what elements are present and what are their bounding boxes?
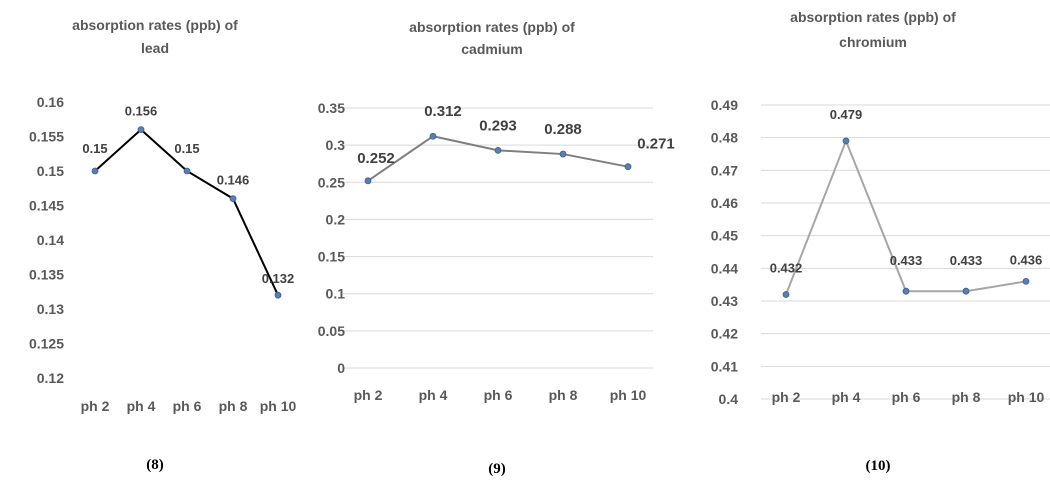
- series-line: [367, 135, 629, 182]
- chart-title-line: chromium: [839, 34, 907, 50]
- y-tick-label: 0.155: [29, 129, 64, 145]
- y-tick-label: 0.49: [711, 97, 738, 113]
- y-tick-label: 0.15: [37, 163, 64, 179]
- chart-panel-2: absorption rates (ppb) of cadmium 0 0.05 0.1…: [318, 19, 675, 477]
- x-tick-label: ph 4: [127, 398, 156, 414]
- chart-title-line: absorption rates (ppb) of: [72, 17, 238, 33]
- figure-caption: (8): [146, 457, 164, 473]
- x-tick-label: ph 6: [892, 389, 921, 405]
- y-tick-label: 0.25: [318, 174, 345, 190]
- y-tick-label: 0.13: [37, 301, 64, 317]
- x-tick-label: ph 10: [610, 387, 647, 403]
- chart-panel-1: absorption rates (ppb) of lead 0.12 0.125 0.…: [29, 17, 297, 473]
- y-tick-label: 0.14: [37, 232, 64, 248]
- x-tick-label: ph 6: [173, 398, 202, 414]
- x-tick-label: ph 8: [952, 389, 981, 405]
- chart-title-line: absorption rates (ppb) of: [409, 19, 575, 35]
- data-point: [842, 137, 850, 145]
- x-tick-label: ph 6: [484, 387, 513, 403]
- data-label: 0.15: [82, 141, 107, 156]
- data-label: 0.433: [950, 253, 983, 268]
- data-label: 0.15: [174, 141, 199, 156]
- data-label: 0.293: [479, 117, 517, 134]
- data-point: [1022, 277, 1030, 285]
- y-tick-label: 0.46: [711, 195, 738, 211]
- data-point: [962, 287, 970, 295]
- x-tick-label: ph 4: [419, 387, 448, 403]
- y-tick-label: 0.35: [318, 100, 345, 116]
- y-tick-label: 0.48: [711, 130, 738, 146]
- data-point: [229, 195, 237, 203]
- x-tick-label: ph 2: [81, 398, 110, 414]
- data-point: [364, 177, 372, 185]
- y-tick-label: 0.2: [326, 211, 346, 227]
- y-tick-label: 0.45: [711, 228, 738, 244]
- data-point: [137, 126, 145, 134]
- y-tick-label: 0.3: [326, 137, 346, 153]
- data-point: [274, 291, 282, 299]
- series-line: [785, 138, 1027, 295]
- x-tick-label: ph 2: [772, 389, 801, 405]
- y-tick-label: 0.125: [29, 336, 64, 352]
- y-tick-label: 0.44: [711, 260, 738, 276]
- data-point: [902, 287, 910, 295]
- y-tick-label: 0.145: [29, 198, 64, 214]
- data-label: 0.288: [544, 121, 582, 138]
- data-label: 0.433: [890, 253, 923, 268]
- data-point: [782, 291, 790, 298]
- x-tick-label: ph 8: [219, 398, 248, 414]
- data-point: [494, 146, 502, 154]
- x-tick-label: ph 10: [1008, 389, 1045, 405]
- x-tick-label: ph 2: [354, 387, 383, 403]
- data-label: 0.479: [830, 107, 863, 122]
- data-label: 0.132: [262, 271, 295, 286]
- data-label: 0.436: [1010, 252, 1043, 267]
- y-tick-label: 0.05: [318, 323, 345, 339]
- chart-panel-3: absorption rates (ppb) of chromium 0.4 0.41…: [711, 9, 1050, 474]
- y-tick-label: 0.4: [719, 391, 739, 407]
- y-tick-label: 0.47: [711, 162, 738, 178]
- figure-caption: (9): [488, 461, 506, 477]
- y-tick-label: 0.135: [29, 267, 64, 283]
- y-tick-label: 0.43: [711, 293, 738, 309]
- y-tick-label: 0.41: [711, 358, 738, 374]
- y-tick-label: 0.16: [37, 94, 64, 110]
- y-tick-label: 0.15: [318, 249, 345, 265]
- chart-title-line: absorption rates (ppb) of: [790, 9, 956, 25]
- data-point: [559, 150, 567, 158]
- y-tick-label: 0.12: [37, 370, 64, 386]
- x-tick-label: ph 4: [832, 389, 861, 405]
- data-label: 0.271: [637, 136, 675, 153]
- data-point: [429, 132, 437, 140]
- chart-title-line: cadmium: [461, 41, 522, 57]
- chart-title-line: lead: [141, 40, 169, 56]
- data-label: 0.252: [357, 150, 395, 167]
- data-point: [624, 163, 632, 171]
- data-label: 0.156: [125, 104, 158, 119]
- x-tick-label: ph 8: [549, 387, 578, 403]
- data-label: 0.146: [217, 173, 250, 188]
- data-label: 0.312: [424, 103, 462, 120]
- data-label: 0.432: [770, 260, 803, 275]
- data-point: [183, 167, 191, 175]
- y-tick-label: 0.42: [711, 326, 738, 342]
- y-tick-label: 0: [337, 360, 345, 376]
- x-tick-label: ph 10: [260, 398, 297, 414]
- figure-caption: (10): [866, 458, 891, 474]
- y-tick-label: 0.1: [326, 286, 346, 302]
- data-point: [91, 167, 99, 175]
